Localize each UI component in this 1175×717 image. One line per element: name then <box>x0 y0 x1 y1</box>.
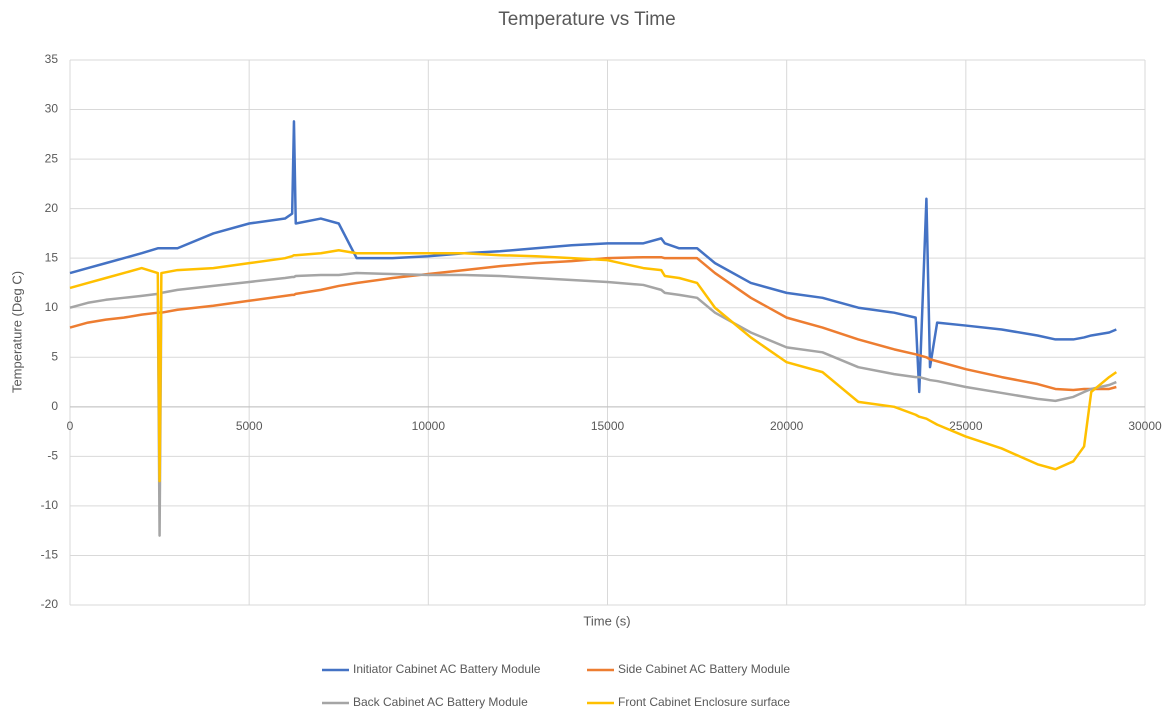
y-tick-label: 10 <box>45 300 59 314</box>
x-tick-label: 20000 <box>770 419 804 433</box>
y-tick-label: -20 <box>41 597 59 611</box>
x-tick-label: 10000 <box>412 419 446 433</box>
series-line <box>69 255 1117 392</box>
legend-label: Back Cabinet AC Battery Module <box>353 695 528 709</box>
y-tick-label: 35 <box>45 52 59 66</box>
y-axis-title: Temperature (Deg C) <box>9 271 24 393</box>
y-tick-label: -10 <box>41 498 59 512</box>
series-line <box>69 249 1118 483</box>
series-line <box>69 271 1117 537</box>
x-tick-label: 0 <box>67 419 74 433</box>
x-tick-label: 25000 <box>949 419 983 433</box>
legend-label: Side Cabinet AC Battery Module <box>618 662 790 676</box>
y-tick-label: 30 <box>45 102 59 116</box>
x-axis-title: Time (s) <box>583 613 630 628</box>
y-tick-label: 20 <box>45 201 59 215</box>
y-tick-label: -15 <box>41 548 59 562</box>
y-tick-label: 15 <box>45 250 59 264</box>
x-tick-label: 30000 <box>1128 419 1162 433</box>
y-tick-label: 5 <box>51 349 58 363</box>
legend-label: Front Cabinet Enclosure surface <box>618 695 790 709</box>
y-tick-label: 25 <box>45 151 59 165</box>
x-tick-label: 5000 <box>236 419 263 433</box>
series-line <box>69 120 1117 394</box>
x-tick-label: 15000 <box>591 419 625 433</box>
y-tick-label: 0 <box>51 399 58 413</box>
legend-label: Initiator Cabinet AC Battery Module <box>353 662 541 676</box>
y-tick-label: -5 <box>47 449 58 463</box>
chart-title: Temperature vs Time <box>498 9 675 30</box>
